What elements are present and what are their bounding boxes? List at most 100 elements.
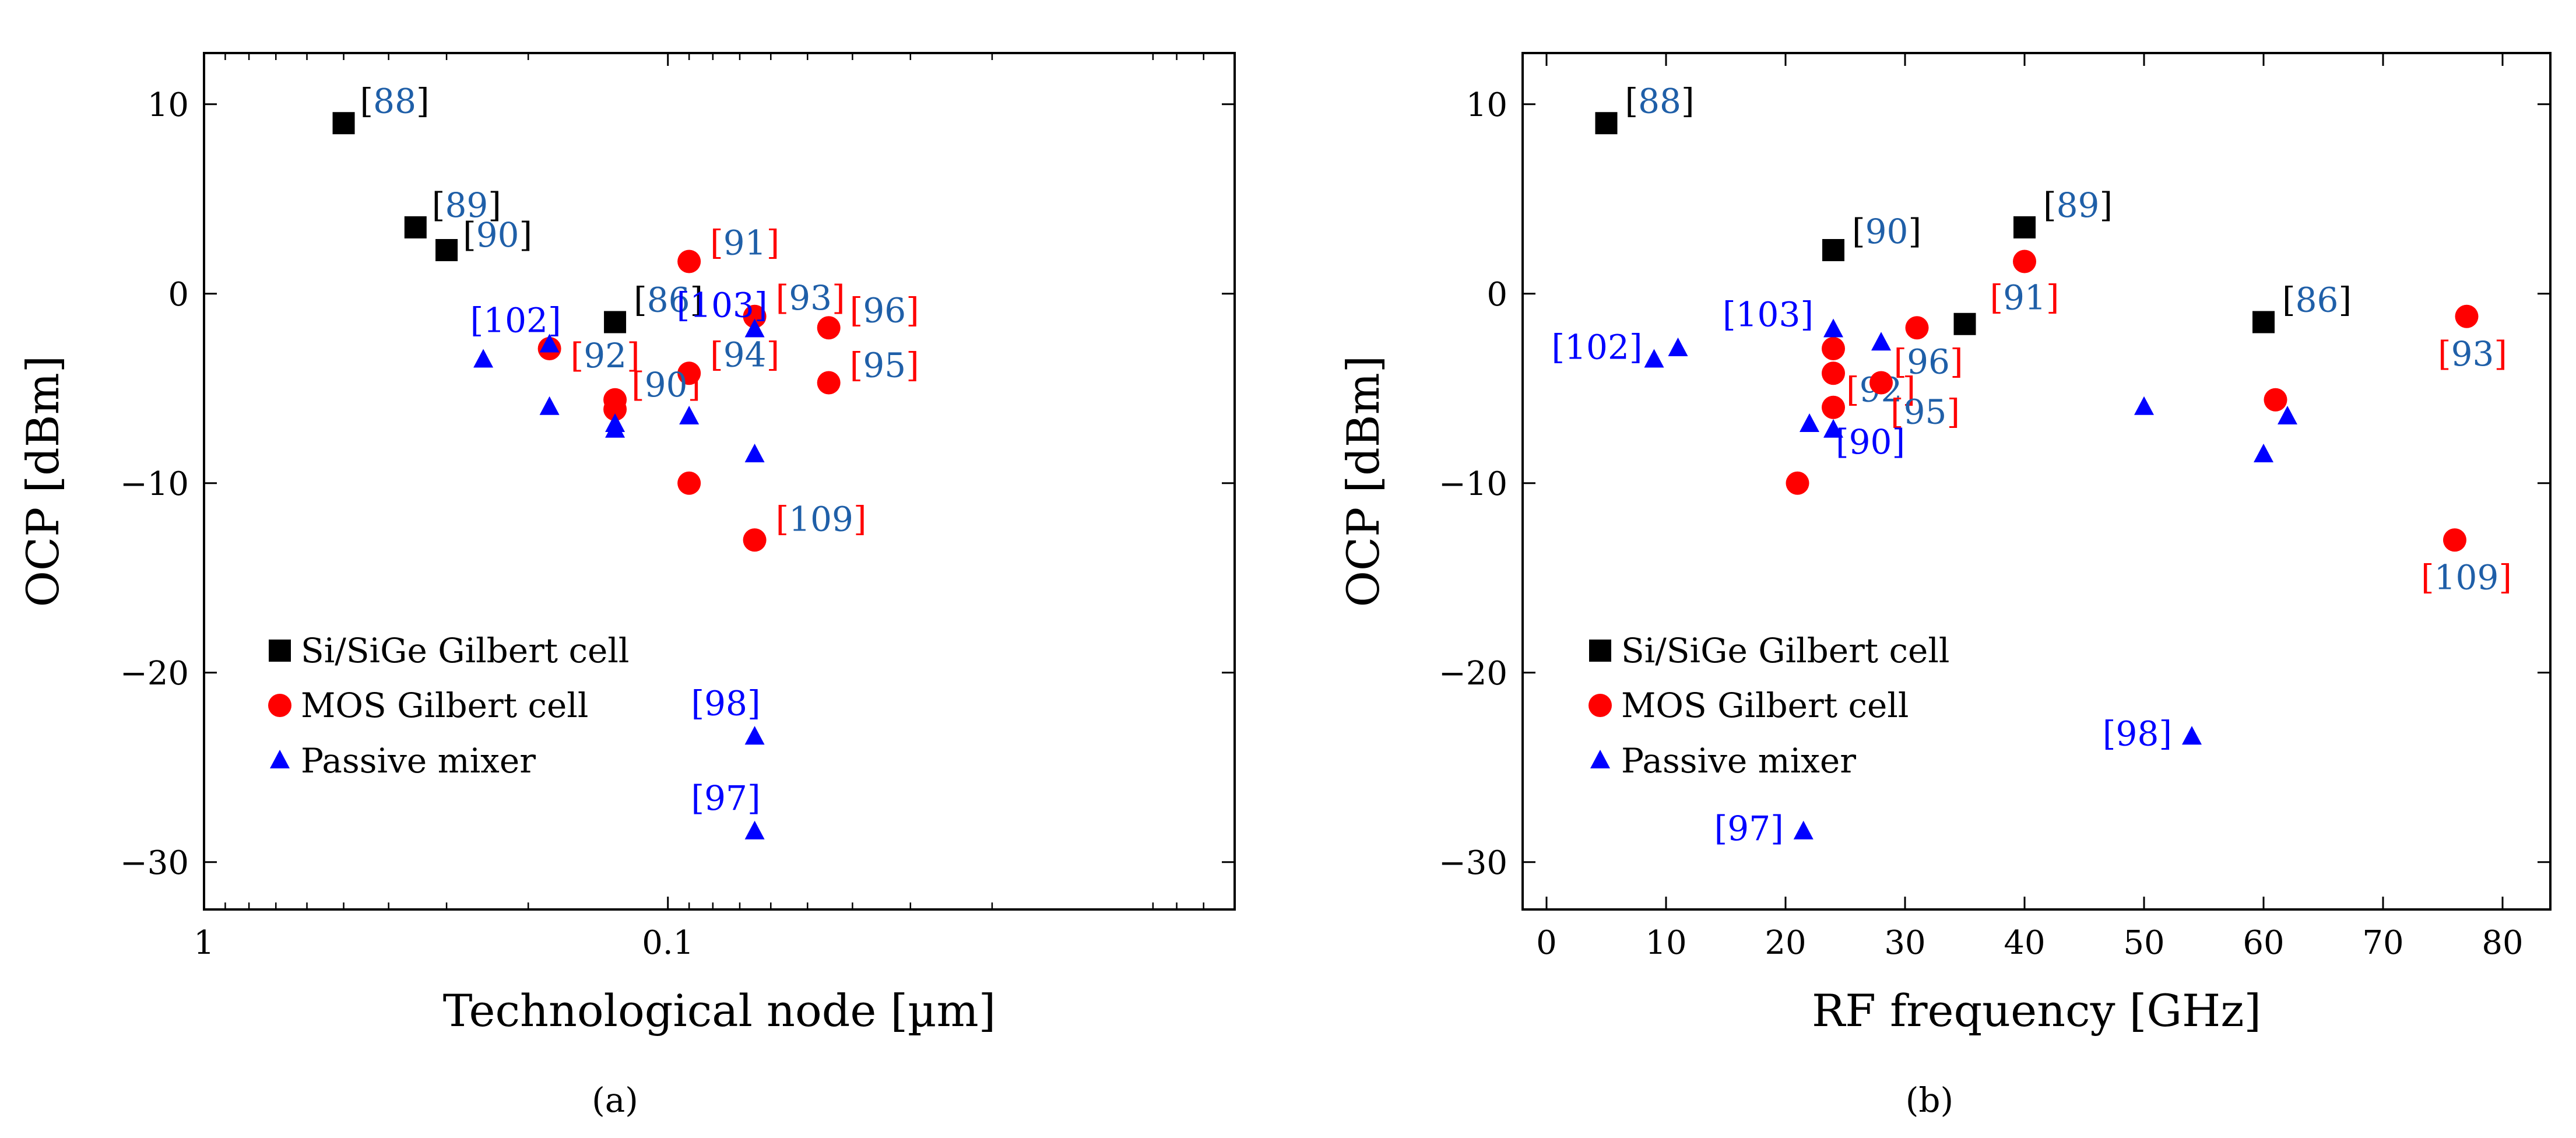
bracket: ] (690, 280, 704, 320)
square-point (1595, 112, 1618, 135)
y-tick-label: 10 (147, 86, 189, 124)
y-tick-label: −10 (120, 465, 189, 503)
bracket: [ (677, 286, 690, 325)
citation-label: [91] (1990, 278, 2059, 318)
triangle-point (1823, 318, 1843, 338)
citation-label: [95] (1890, 392, 1960, 432)
subcaption-b: (b) (1906, 1080, 1953, 1120)
bracket: ] (747, 683, 761, 723)
x-tick-label: 70 (2362, 924, 2403, 962)
circle-point (817, 371, 841, 395)
bracket: ] (1902, 370, 1916, 409)
bracket: ] (754, 286, 768, 325)
citation-label: [89] (2043, 185, 2113, 225)
square-point (2013, 216, 2036, 238)
citation-number: 88 (373, 81, 416, 121)
citation-number: 98 (704, 683, 747, 723)
bracket: ] (2159, 714, 2172, 753)
bracket: ] (2099, 185, 2113, 225)
bracket: ] (488, 185, 501, 225)
x-tick-label: 20 (1765, 924, 1806, 962)
citation-label: [86] (634, 280, 703, 320)
citation-number: 102 (1565, 328, 1629, 367)
citation-label: [96] (850, 290, 919, 330)
y-tick-label: 10 (1466, 86, 1507, 124)
x-tick-label: 0 (1536, 924, 1557, 962)
citation-label: [102] (470, 301, 561, 340)
bracket: [ (432, 185, 445, 225)
circle-point (1869, 371, 1893, 395)
circle-point (1822, 337, 1845, 360)
triangle-point (744, 444, 765, 462)
legend-square-marker (269, 640, 291, 662)
y-tick-label: 0 (168, 276, 189, 314)
citation-label: [90] (1852, 212, 1921, 251)
legend-circle-marker (268, 694, 291, 717)
bracket: ] (416, 81, 430, 121)
citation-number: 109 (789, 499, 853, 539)
bracket: ] (2498, 557, 2512, 597)
legend-circle-marker (1589, 694, 1612, 717)
x-tick-label: 80 (2482, 924, 2523, 962)
square-point (1822, 239, 1844, 261)
panel-a: 10 0 −10 −20 −30 1 0.1 Technological node [µm] O… (17, 52, 1236, 1037)
circle-point (743, 304, 767, 328)
citation-number: 90 (645, 365, 688, 405)
citation-number: 90 (1865, 212, 1909, 251)
citation-number: 97 (1727, 809, 1770, 848)
bracket: [ (2043, 185, 2057, 225)
bracket: ] (1950, 342, 1963, 381)
x-tick-label: 10 (1645, 924, 1686, 962)
legend-square-marker (1589, 640, 1611, 662)
bracket: [ (1846, 370, 1860, 409)
y-tick-label: −30 (1439, 844, 1507, 882)
square-point (2252, 311, 2275, 333)
circle-point (2443, 528, 2466, 552)
citation-label: [86] (2282, 280, 2352, 320)
triangle-point (539, 333, 560, 353)
bracket: ] (1681, 81, 1695, 121)
y-tick-label: −20 (1439, 655, 1507, 693)
legend-label: Si/SiGe Gilbert cell (301, 631, 629, 670)
bracket: [ (1894, 342, 1907, 381)
citation-label: [97] (691, 778, 761, 818)
bracket: [ (470, 301, 484, 340)
bracket: ] (832, 278, 845, 318)
citation-number: 95 (1904, 392, 1947, 432)
circle-point (817, 316, 841, 340)
bracket: [ (1552, 328, 1565, 367)
circle-point (1822, 361, 1845, 385)
citation-number: 92 (584, 336, 627, 375)
citation-label: [96] (1894, 342, 1963, 381)
citation-label: [98] (2103, 714, 2172, 753)
circle-point (2013, 250, 2036, 273)
bracket: ] (1800, 295, 1814, 335)
bracket: [ (776, 278, 789, 318)
bracket: [ (1723, 295, 1736, 335)
x-tick-label: 60 (2243, 924, 2284, 962)
triangle-point (2278, 406, 2297, 424)
bracket: ] (767, 223, 780, 263)
circle-point (677, 250, 701, 273)
triangle-point (605, 419, 625, 438)
x-tick-label: 50 (2123, 924, 2164, 962)
x-tick-label: 0.1 (642, 924, 694, 962)
bracket: [ (850, 346, 863, 385)
citation-number: 88 (1638, 81, 1681, 121)
square-point (404, 216, 427, 238)
triangle-point (2134, 396, 2154, 415)
citation-label: [90] (463, 215, 532, 255)
citation-number: 93 (2451, 334, 2494, 374)
y-tick-label: 0 (1486, 276, 1507, 314)
legend-label: MOS Gilbert cell (301, 686, 588, 725)
citation-label: [90] (631, 365, 701, 405)
citation-label: [102] (1552, 328, 1643, 367)
citation-label: [95] (850, 346, 919, 385)
bracket: [ (1714, 809, 1728, 848)
triangle-point (1800, 413, 1819, 432)
citation-number: 90 (1849, 422, 1892, 462)
bracket: [ (691, 778, 705, 818)
bracket: [ (1836, 422, 1849, 462)
x-tick-label: 1 (194, 924, 215, 962)
